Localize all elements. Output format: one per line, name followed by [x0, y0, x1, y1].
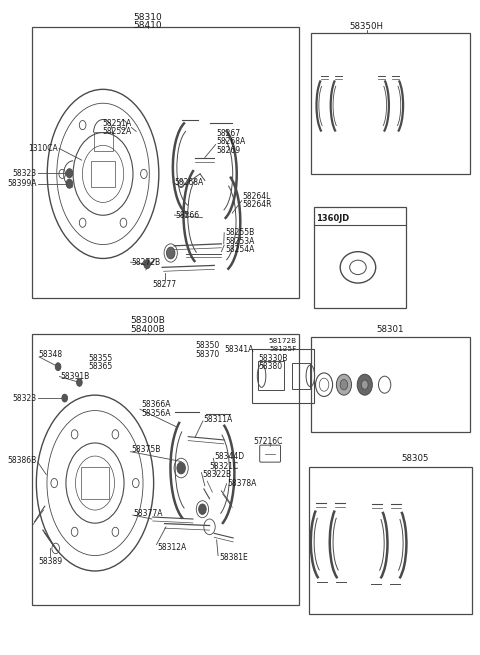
Bar [309, 467, 472, 614]
Text: 58254A: 58254A [225, 245, 254, 254]
Text: 58375B: 58375B [132, 445, 161, 454]
Text: 58277: 58277 [153, 280, 177, 289]
Bar [312, 337, 470, 432]
Text: 58348: 58348 [38, 350, 62, 360]
Text: 58301: 58301 [377, 325, 404, 334]
Text: 58350H: 58350H [349, 22, 384, 31]
Bar [81, 467, 109, 499]
Bar [32, 334, 300, 605]
Text: 58389: 58389 [38, 557, 62, 566]
Text: 58268A: 58268A [216, 138, 246, 146]
Bar [252, 349, 313, 403]
Text: 58370: 58370 [195, 350, 219, 359]
Text: 1310CA: 1310CA [28, 144, 58, 153]
Text: 58355: 58355 [89, 354, 113, 364]
Text: 1360JD: 1360JD [316, 214, 349, 223]
Text: 57216C: 57216C [253, 437, 282, 446]
Text: 58300B: 58300B [131, 316, 166, 326]
Text: 58323: 58323 [12, 169, 37, 178]
Text: 58305: 58305 [401, 455, 429, 463]
Text: 58321C: 58321C [210, 462, 239, 470]
Bar [313, 206, 406, 308]
Text: 58410: 58410 [134, 21, 162, 30]
Text: 58341A: 58341A [225, 345, 254, 354]
Text: 58268A: 58268A [174, 178, 204, 187]
Text: 58312A: 58312A [157, 542, 187, 552]
Bar [292, 363, 311, 389]
Text: 58380: 58380 [259, 362, 283, 371]
Text: 58311A: 58311A [204, 415, 233, 424]
Bar [94, 132, 112, 151]
Text: 58252A: 58252A [103, 127, 132, 136]
Text: 58322B: 58322B [203, 470, 231, 479]
Text: 58365: 58365 [89, 362, 113, 371]
Circle shape [357, 374, 372, 395]
Text: 58323: 58323 [12, 394, 37, 403]
Bar [258, 362, 284, 390]
Text: 58251A: 58251A [103, 119, 132, 128]
Text: 58272B: 58272B [132, 257, 161, 267]
Text: 58253A: 58253A [225, 236, 254, 246]
Text: 58381E: 58381E [219, 553, 248, 562]
Text: 58266: 58266 [176, 210, 200, 219]
Text: 58400B: 58400B [131, 325, 166, 334]
Text: 58310: 58310 [133, 12, 162, 22]
Text: 58378A: 58378A [228, 479, 257, 488]
Circle shape [76, 379, 82, 386]
Circle shape [361, 380, 368, 389]
Text: 58366A: 58366A [141, 400, 170, 409]
Text: 58377A: 58377A [134, 509, 163, 517]
Circle shape [144, 259, 150, 269]
Circle shape [66, 169, 73, 178]
Text: 58391B: 58391B [60, 372, 90, 381]
Text: 58267: 58267 [216, 129, 241, 138]
Text: 58386B: 58386B [8, 456, 37, 464]
Text: 58269: 58269 [216, 146, 241, 155]
Text: 58356A: 58356A [141, 409, 170, 418]
Text: 58255B: 58255B [225, 228, 254, 237]
Text: 58350: 58350 [195, 341, 219, 350]
Circle shape [167, 247, 175, 259]
Text: 58172B: 58172B [269, 338, 297, 345]
Text: 58344D: 58344D [214, 453, 244, 461]
Text: 58264R: 58264R [243, 200, 272, 209]
Circle shape [177, 462, 185, 474]
Text: 58264L: 58264L [243, 193, 271, 201]
Circle shape [340, 379, 348, 390]
Bar [32, 27, 300, 298]
Bar [312, 33, 470, 174]
Circle shape [66, 179, 73, 188]
Circle shape [336, 374, 351, 395]
Text: 58125F: 58125F [269, 346, 297, 352]
Circle shape [62, 394, 68, 402]
Circle shape [199, 504, 206, 514]
Bar [91, 161, 115, 187]
Text: 58330B: 58330B [259, 354, 288, 363]
Circle shape [55, 363, 61, 371]
Text: 58399A: 58399A [7, 179, 37, 188]
